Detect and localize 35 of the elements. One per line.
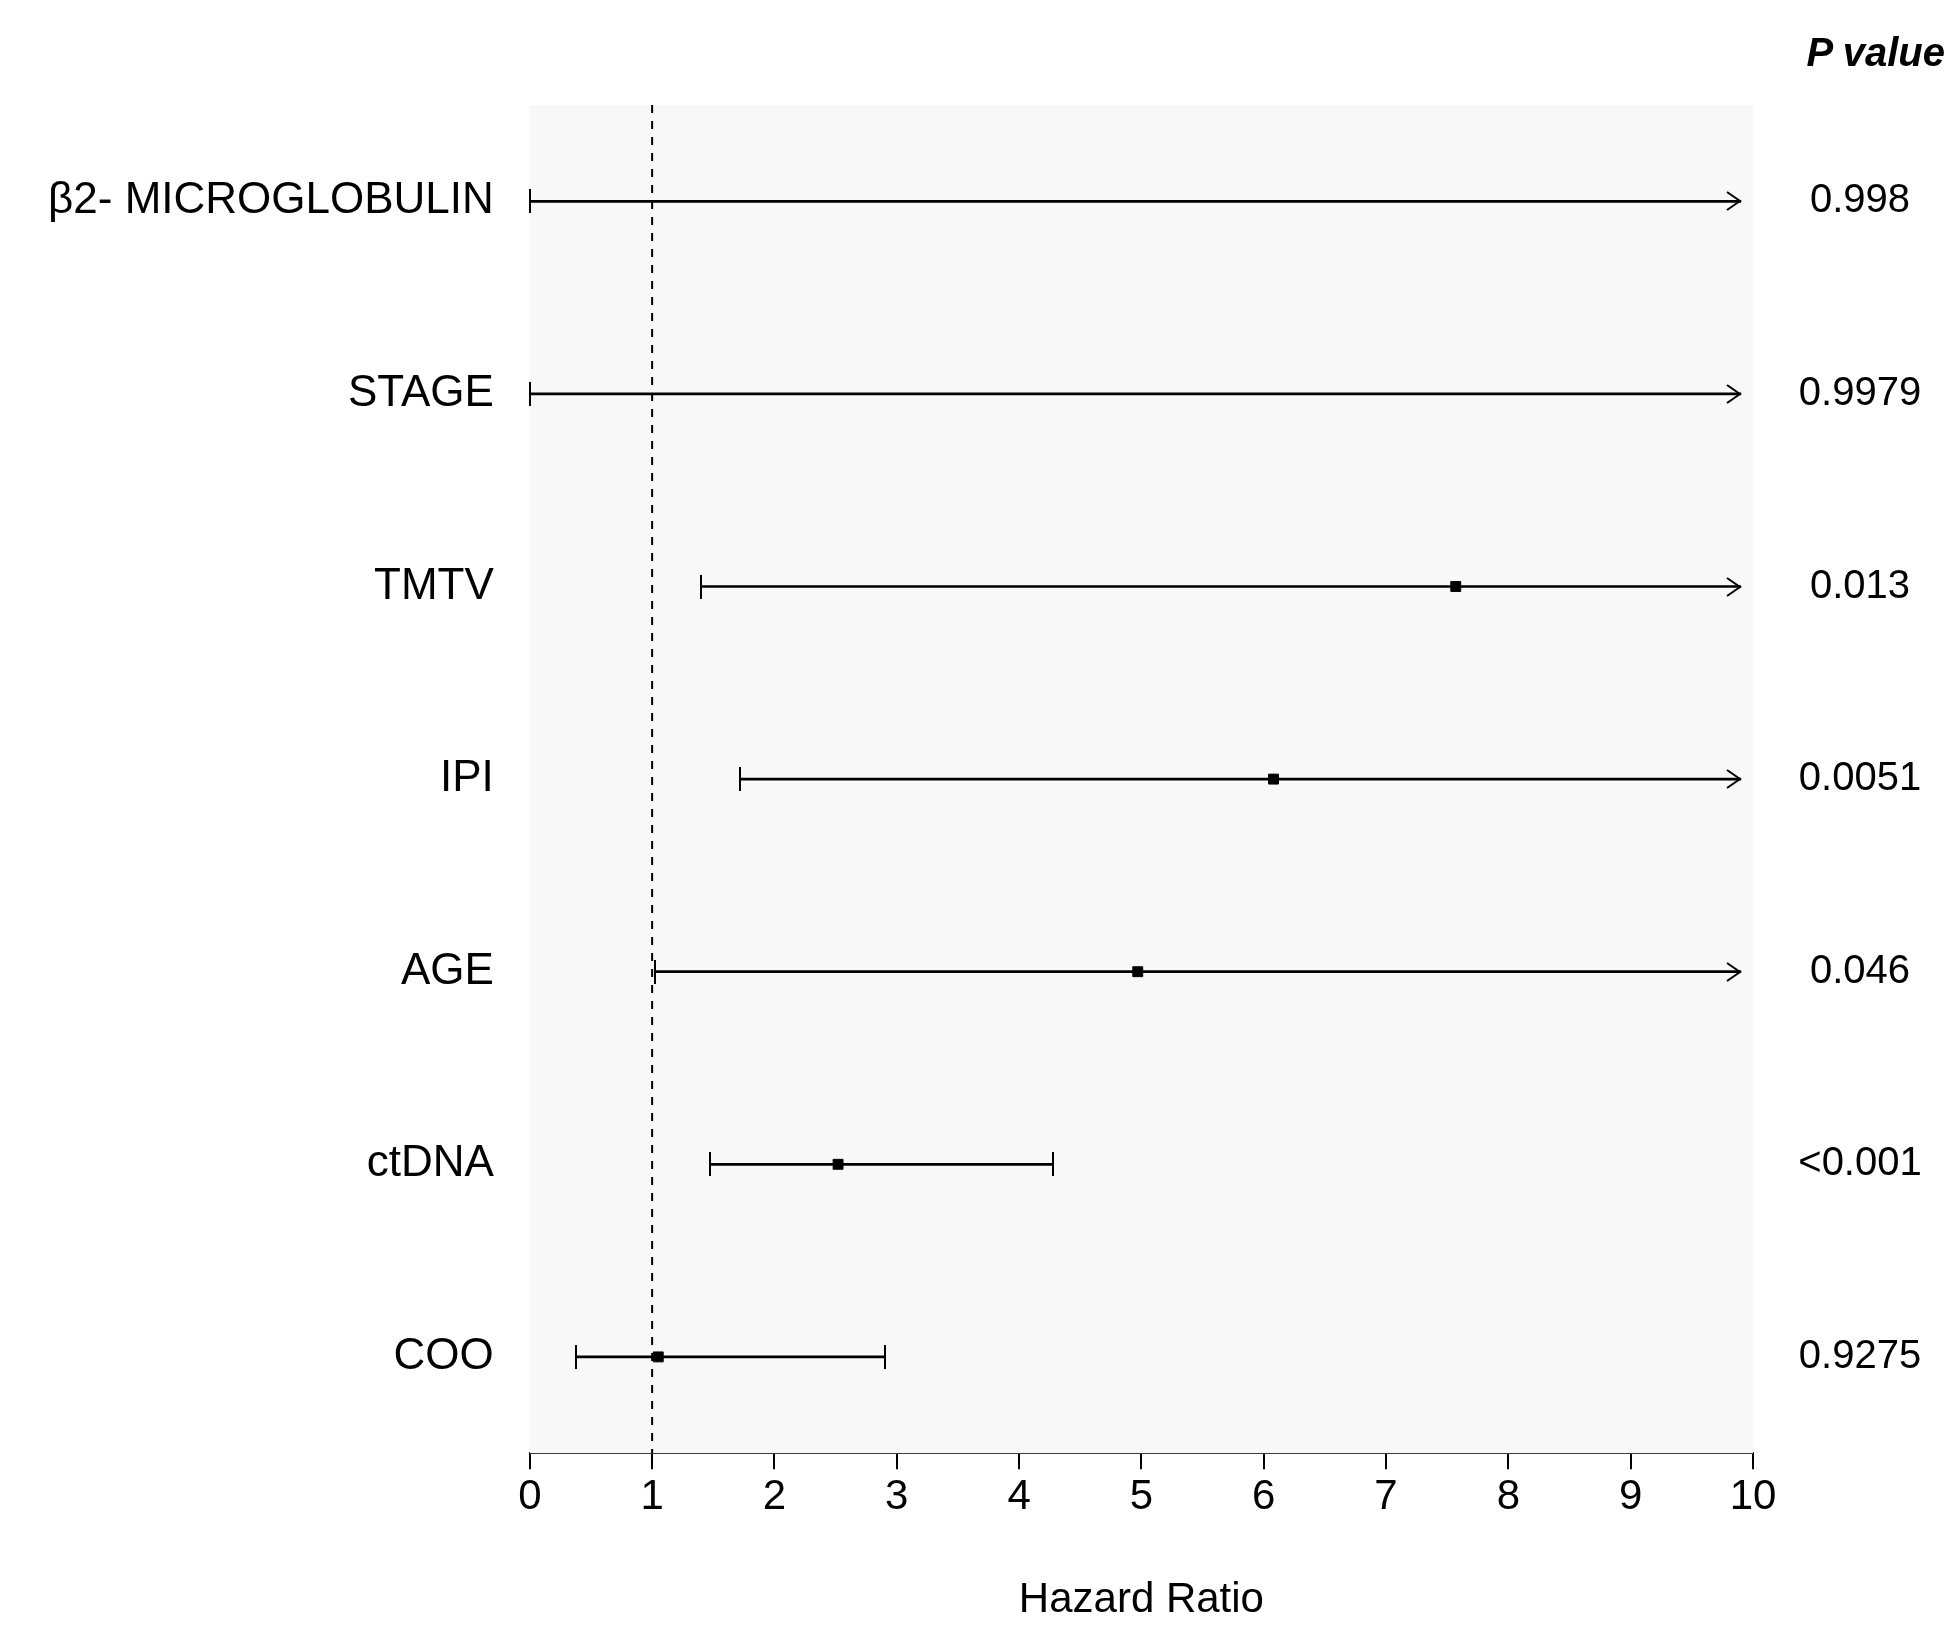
point [1132,966,1144,978]
x-tick-label: 9 [1619,1470,1643,1518]
y-tick-label: STAGE [347,366,494,416]
x-tick-label: 0 [518,1470,542,1518]
x-axis-title: Hazard Ratio [1018,1574,1264,1622]
text: 0.046 [1809,946,1911,991]
text: P value [1806,30,1945,75]
y-tick-label: AGE [400,943,494,993]
point [1450,581,1462,592]
y-tick-label: IPI [440,751,494,801]
x-tick-label: 6 [1252,1470,1276,1518]
point [1268,773,1279,785]
point [652,1351,664,1363]
bar [709,1162,1054,1166]
x-tick-label: 5 [1129,1470,1154,1518]
x-tick-label: 2 [762,1470,787,1518]
y-tick-label: β2- MICROGLOBULIN [47,173,494,223]
point [832,1158,844,1170]
text: 0.998 [1809,176,1911,221]
text: 0.9275 [1798,1331,1922,1376]
text: 0.9979 [1798,368,1922,413]
x-tick-label: 10 [1729,1470,1777,1518]
y-tick-label: COO [393,1329,494,1379]
y-tick-label: ctDNA [366,1136,495,1186]
text: 0.0051 [1798,754,1922,799]
x-tick-label: 1 [640,1470,664,1518]
x-tick-label: 7 [1374,1470,1398,1518]
x-tick-label: 8 [1496,1470,1521,1518]
x-tick-label: 4 [1007,1470,1031,1518]
bar [654,970,1742,974]
text: 0.013 [1809,561,1911,606]
x-tick-label: 3 [885,1470,909,1518]
text: <0.001 [1798,1139,1922,1184]
y-tick-label: TMTV [374,558,495,608]
bar [700,585,1742,588]
